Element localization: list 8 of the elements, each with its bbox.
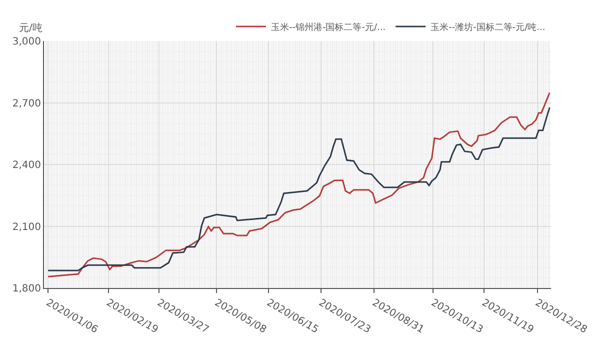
legend-label: 玉米--潍坊-国标二等-元/吨... xyxy=(430,22,546,34)
y-tick-label: 2,700 xyxy=(12,98,41,110)
y-tick-label: 2,100 xyxy=(12,222,41,233)
y-tick-label: 1,800 xyxy=(12,284,41,294)
y-tick-label: 2,400 xyxy=(12,160,41,171)
y-axis-title: 元/吨 xyxy=(19,22,42,34)
y-tick-label: 3,000 xyxy=(12,36,41,48)
legend-label: 玉米--锦州港-国标二等-元/... xyxy=(271,22,386,34)
